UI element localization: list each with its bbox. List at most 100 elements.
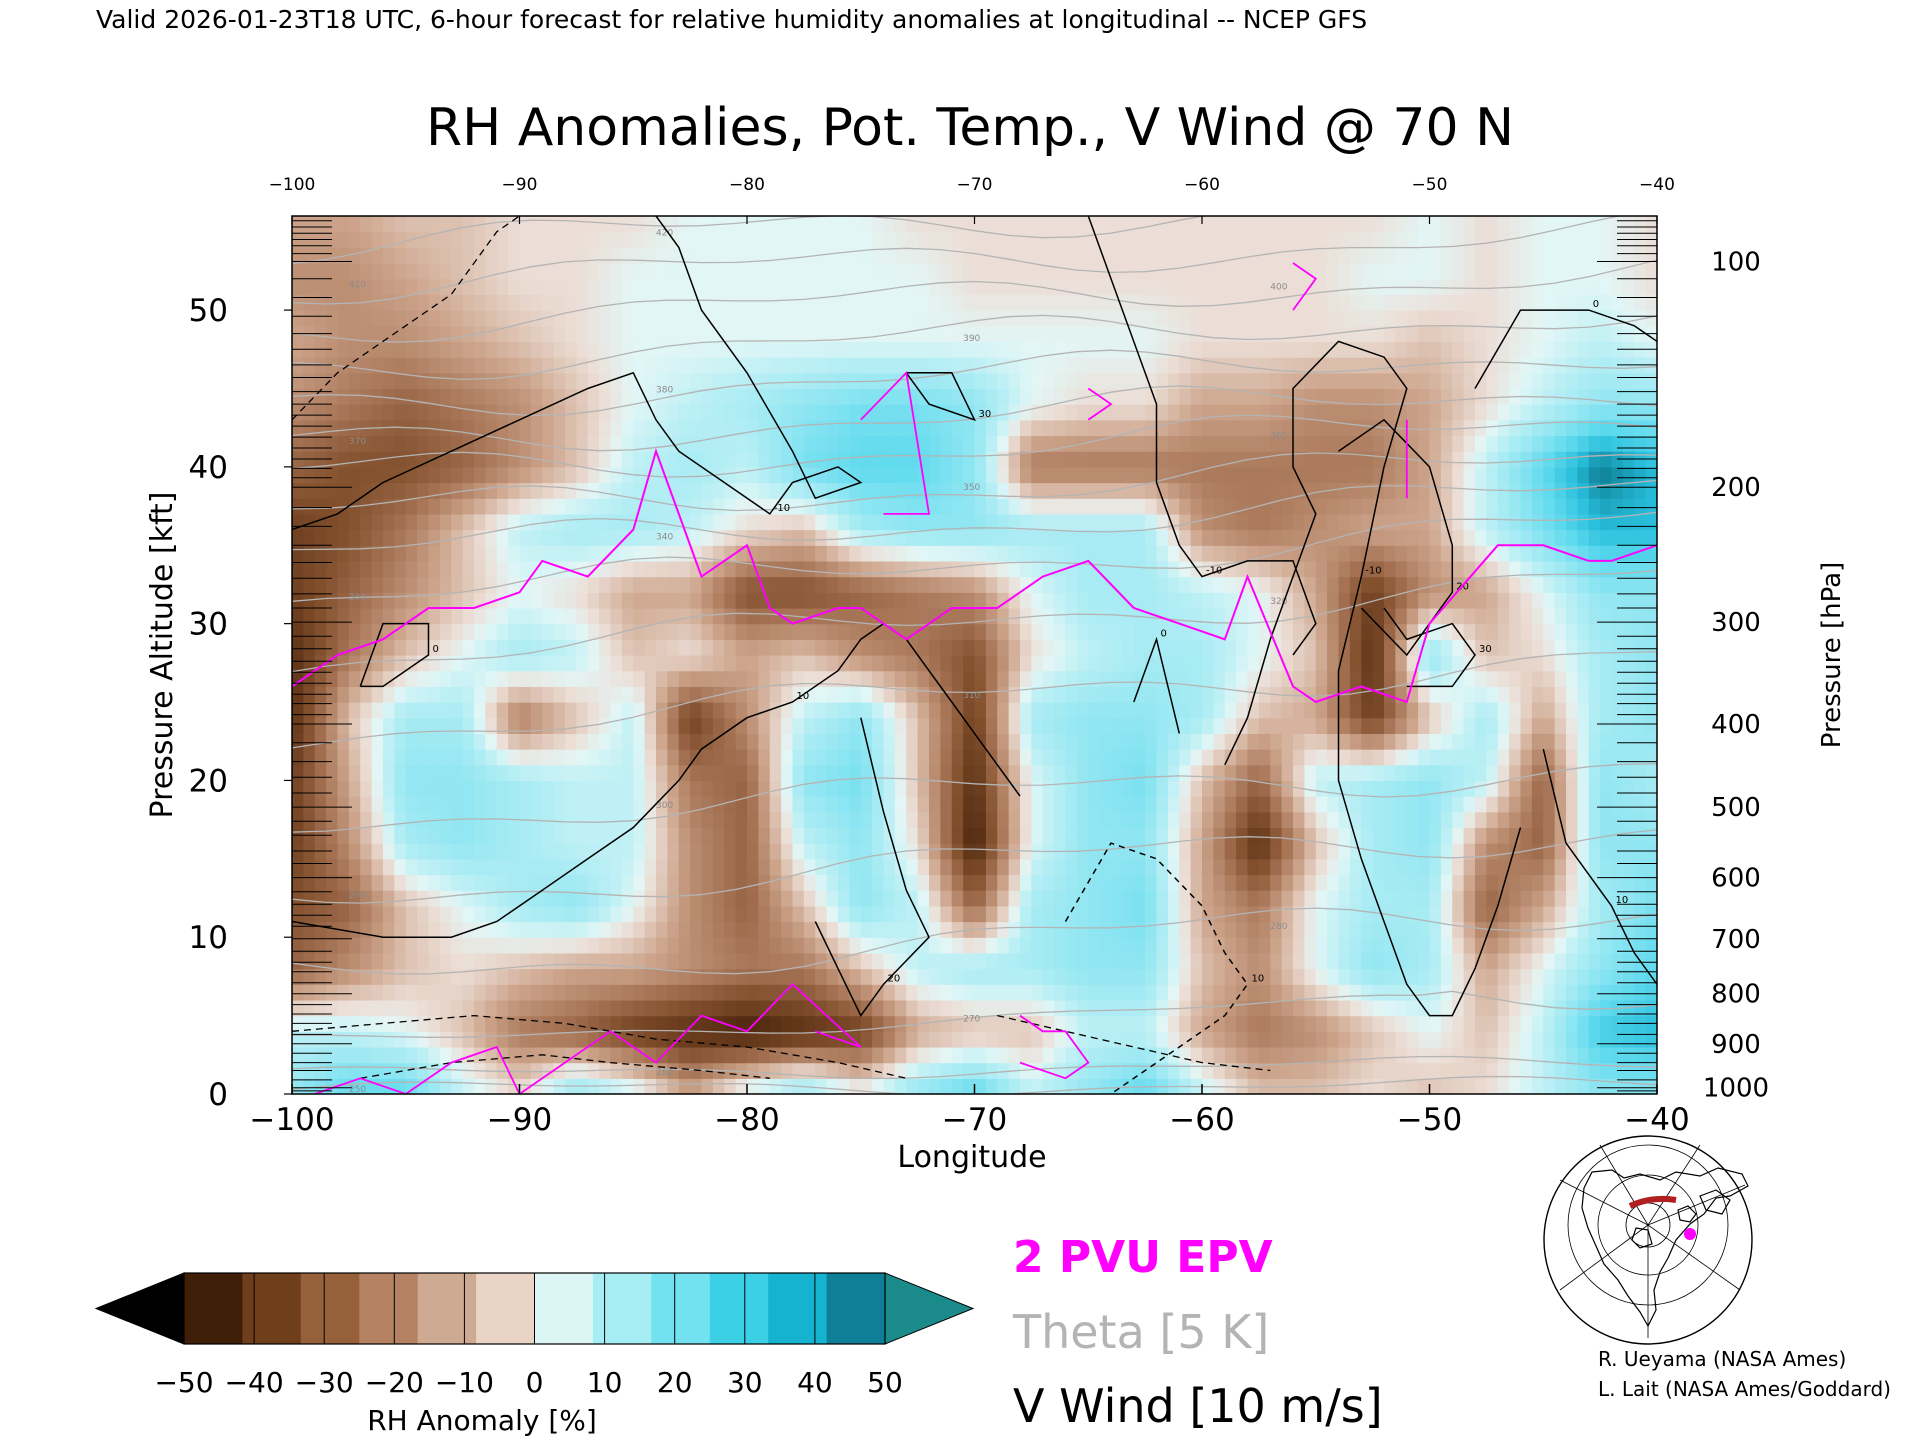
rh-anomaly-cell	[724, 780, 737, 797]
rh-anomaly-cell	[1270, 890, 1283, 907]
rh-anomaly-cell	[565, 372, 577, 390]
rh-anomaly-cell	[1179, 984, 1192, 1001]
rh-anomaly-cell	[1179, 341, 1192, 358]
rh-anomaly-cell	[1293, 310, 1305, 327]
rh-anomaly-cell	[906, 999, 919, 1017]
rh-anomaly-cell	[690, 686, 703, 703]
rh-anomaly-cell	[1076, 545, 1089, 562]
rh-anomaly-cell	[1145, 341, 1158, 358]
rh-anomaly-cell	[849, 592, 862, 609]
rh-anomaly-cell	[1054, 451, 1067, 468]
rh-anomaly-cell	[451, 294, 464, 311]
rh-anomaly-cell	[906, 968, 919, 985]
rh-anomaly-cell	[1054, 576, 1067, 593]
rh-anomaly-cell	[1054, 513, 1067, 531]
rh-anomaly-cell	[1133, 1015, 1146, 1032]
rh-anomaly-cell	[519, 921, 532, 938]
rh-anomaly-cell	[610, 498, 623, 515]
rh-anomaly-cell	[337, 513, 350, 531]
rh-anomaly-cell	[348, 796, 361, 813]
rh-anomaly-cell	[439, 921, 452, 938]
rh-anomaly-cell	[633, 419, 646, 437]
rh-anomaly-cell	[530, 310, 543, 327]
rh-anomaly-cell	[1020, 905, 1032, 923]
rh-anomaly-cell	[565, 576, 577, 593]
rh-anomaly-cell	[860, 937, 873, 954]
rh-anomaly-cell	[963, 404, 976, 421]
rh-anomaly-cell	[1111, 1078, 1123, 1094]
rh-anomaly-cell	[963, 623, 976, 640]
rh-anomaly-cell	[701, 263, 714, 280]
rh-anomaly-cell	[314, 670, 327, 687]
rh-anomaly-cell	[917, 1046, 930, 1064]
rh-anomaly-cell	[1179, 294, 1192, 311]
rh-anomaly-cell	[1224, 388, 1237, 405]
rh-anomaly-cell	[292, 1046, 304, 1064]
rh-anomaly-cell	[985, 607, 998, 625]
rh-anomaly-cell	[1042, 905, 1055, 923]
rh-anomaly-cell	[1224, 639, 1237, 656]
rh-anomaly-cell	[428, 388, 441, 405]
rh-anomaly-cell	[997, 310, 1010, 327]
rh-anomaly-cell	[530, 466, 543, 484]
rh-anomaly-cell	[1020, 435, 1032, 452]
rh-anomaly-cell	[769, 263, 782, 280]
rh-anomaly-cell	[542, 482, 555, 499]
rh-anomaly-cell	[894, 639, 907, 656]
rh-anomaly-cell	[553, 827, 566, 844]
rh-anomaly-cell	[1031, 576, 1044, 593]
rh-anomaly-cell	[747, 999, 759, 1017]
rh-anomaly-cell	[1224, 263, 1237, 280]
rh-anomaly-cell	[633, 858, 646, 876]
rh-anomaly-cell	[542, 858, 555, 876]
rh-anomaly-cell	[1054, 670, 1067, 687]
rh-anomaly-cell	[667, 670, 680, 687]
rh-anomaly-cell	[712, 529, 725, 546]
rh-anomaly-cell	[781, 890, 794, 907]
rh-anomaly-cell	[701, 419, 714, 437]
rh-anomaly-cell	[394, 404, 407, 421]
rh-anomaly-cell	[496, 560, 509, 578]
rh-anomaly-cell	[508, 702, 521, 719]
rh-anomaly-cell	[747, 968, 759, 985]
rh-anomaly-cell	[508, 858, 521, 876]
rh-anomaly-cell	[667, 858, 680, 876]
rh-anomaly-cell	[1099, 498, 1112, 515]
rh-anomaly-cell	[690, 623, 703, 640]
rh-anomaly-cell	[587, 890, 600, 907]
rh-anomaly-cell	[314, 419, 327, 437]
rh-anomaly-cell	[963, 247, 976, 264]
rh-anomaly-cell	[360, 1062, 373, 1079]
rh-anomaly-cell	[678, 216, 691, 233]
rh-anomaly-cell	[1213, 717, 1226, 734]
rh-anomaly-cell	[1054, 325, 1067, 343]
rh-anomaly-cell	[1145, 466, 1158, 484]
rh-anomaly-cell	[542, 419, 555, 437]
rh-anomaly-cell	[530, 592, 543, 609]
rh-anomaly-cell	[758, 482, 771, 499]
rh-anomaly-cell	[1020, 419, 1032, 437]
rh-anomaly-cell	[1190, 294, 1203, 311]
rh-anomaly-cell	[496, 263, 509, 280]
rh-anomaly-cell	[758, 999, 771, 1017]
rh-anomaly-cell	[963, 686, 976, 703]
rh-anomaly-cell	[599, 341, 612, 358]
rh-anomaly-cell	[383, 341, 395, 358]
rh-anomaly-cell	[1156, 592, 1169, 609]
rh-anomaly-cell	[405, 560, 418, 578]
rh-anomaly-cell	[383, 372, 395, 390]
rh-anomaly-cell	[587, 999, 600, 1017]
rh-anomaly-cell	[1179, 482, 1192, 499]
rh-anomaly-cell	[610, 325, 623, 343]
rh-anomaly-cell	[1270, 560, 1283, 578]
rh-anomaly-cell	[360, 702, 373, 719]
rh-anomaly-cell	[303, 404, 316, 421]
rh-anomaly-cell	[644, 764, 657, 782]
rh-anomaly-cell	[883, 560, 896, 578]
rh-anomaly-cell	[997, 560, 1010, 578]
rh-anomaly-cell	[1054, 404, 1067, 421]
rh-anomaly-cell	[747, 858, 759, 876]
rh-anomaly-cell	[792, 890, 805, 907]
rh-anomaly-cell	[1042, 639, 1055, 656]
